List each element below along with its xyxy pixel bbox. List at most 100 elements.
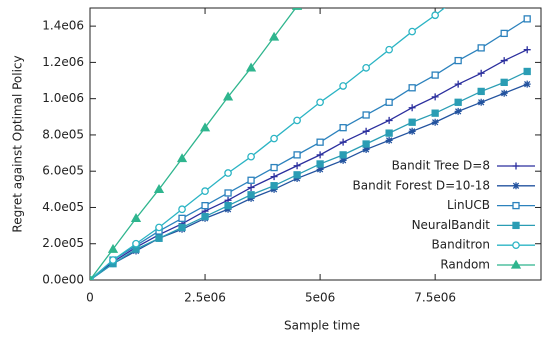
marker [316, 151, 324, 159]
series-line [90, 70, 528, 280]
marker [477, 87, 485, 96]
marker [224, 169, 232, 177]
marker [245, 62, 257, 72]
marker [339, 156, 347, 164]
marker [339, 82, 347, 90]
legend-label: NeuralBandit [412, 218, 491, 232]
marker [454, 98, 462, 106]
marker [132, 239, 140, 248]
x-tick-label: 0 [86, 291, 94, 305]
marker [270, 134, 278, 143]
plot-area [90, 8, 531, 280]
marker [291, 8, 303, 10]
x-axis-label: Sample time [284, 319, 360, 333]
marker [247, 184, 255, 192]
marker [385, 136, 393, 144]
x-tick-label: 2.5e06 [184, 291, 226, 305]
legend-label: Random [440, 258, 490, 272]
marker [385, 45, 393, 54]
marker [431, 71, 439, 79]
marker [454, 80, 462, 88]
marker [222, 91, 234, 101]
marker [153, 184, 165, 193]
y-tick-label: 6.0e05 [42, 164, 84, 178]
marker [270, 163, 278, 172]
marker [339, 138, 347, 146]
marker [224, 202, 232, 210]
x-tick-label: 5e06 [305, 291, 335, 305]
marker [339, 151, 347, 159]
legend-label: Bandit Forest D=10-18 [353, 178, 490, 192]
marker [247, 191, 255, 199]
y-tick-label: 4.0e05 [42, 200, 84, 214]
marker [247, 152, 255, 161]
marker [408, 84, 416, 92]
series-line [90, 8, 297, 280]
marker [293, 116, 301, 125]
marker [109, 256, 117, 264]
marker [247, 176, 255, 184]
marker [270, 182, 278, 190]
marker [523, 15, 531, 23]
legend-marker [512, 162, 520, 170]
marker [500, 78, 508, 86]
marker [362, 140, 370, 148]
legend-marker [512, 221, 520, 230]
marker [155, 234, 163, 242]
marker [500, 29, 508, 38]
marker [477, 69, 485, 77]
marker [523, 67, 531, 76]
marker [523, 46, 531, 54]
y-tick-label: 1.4e06 [42, 19, 84, 33]
marker [224, 189, 232, 197]
marker [293, 171, 301, 179]
plot-frame [89, 7, 542, 281]
marker [477, 44, 485, 52]
marker [90, 274, 94, 280]
marker [362, 127, 370, 135]
legend-label: Banditron [432, 238, 490, 252]
marker [270, 173, 278, 181]
marker [201, 212, 209, 221]
marker [293, 151, 301, 159]
y-tick-label: 1.0e06 [42, 91, 84, 105]
marker [362, 145, 370, 153]
marker [385, 129, 393, 137]
marker [178, 223, 186, 232]
series-line [90, 49, 528, 280]
marker [500, 57, 508, 65]
legend-marker [512, 241, 520, 250]
marker [431, 118, 439, 126]
legend-marker [512, 201, 520, 210]
marker [130, 213, 142, 222]
marker [316, 160, 324, 168]
legend-label: Bandit Tree D=8 [392, 159, 490, 173]
legend-marker [510, 259, 522, 269]
marker [178, 205, 186, 214]
marker [155, 223, 163, 232]
marker [176, 153, 188, 163]
marker [199, 122, 211, 132]
marker [178, 214, 186, 222]
y-axis-label: Regret against Optimal Policy [11, 55, 25, 232]
marker [408, 27, 416, 36]
y-tick-label: 1.2e06 [42, 55, 84, 69]
legend-label: LinUCB [447, 198, 490, 212]
marker [316, 98, 324, 107]
marker [339, 124, 347, 132]
marker [316, 138, 324, 146]
marker [362, 63, 370, 72]
x-tick-label: 7.5e06 [414, 291, 456, 305]
marker [408, 127, 416, 135]
marker [454, 56, 462, 65]
y-tick-label: 2.0e05 [42, 236, 84, 250]
marker [293, 162, 301, 170]
marker [268, 31, 280, 41]
marker [385, 98, 393, 106]
marker [477, 98, 485, 106]
y-tick-label: 0.0e00 [42, 273, 84, 287]
marker [431, 11, 440, 20]
marker [201, 187, 209, 195]
marker [408, 118, 416, 126]
